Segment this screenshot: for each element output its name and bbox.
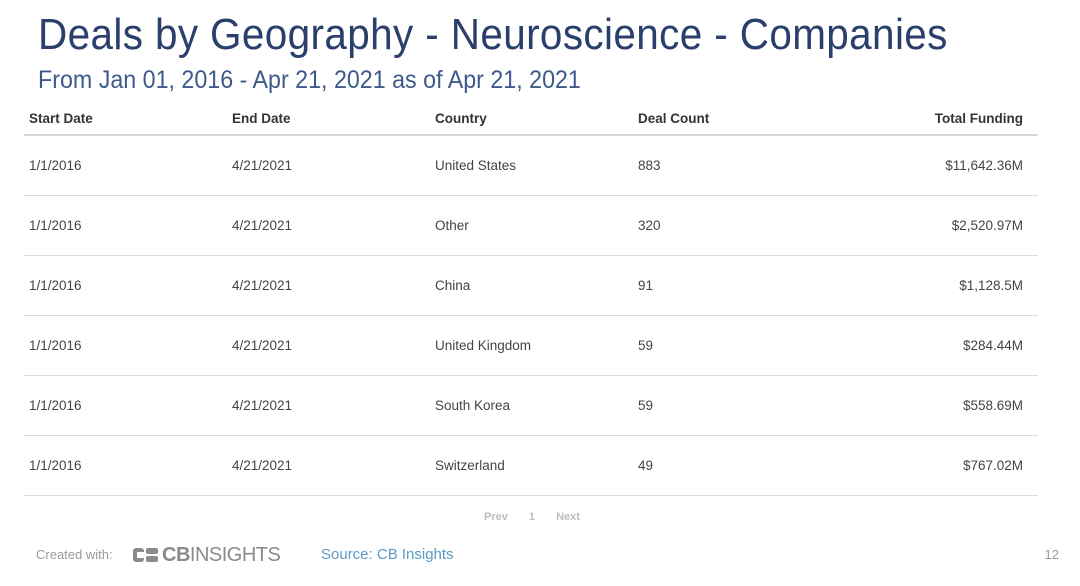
cell-country: Switzerland bbox=[430, 435, 633, 496]
column-header-end-date: End Date bbox=[227, 102, 430, 136]
cell-start-date: 1/1/2016 bbox=[24, 135, 227, 196]
pagination: Prev 1 Next bbox=[484, 511, 598, 523]
cell-end-date: 4/21/2021 bbox=[227, 255, 430, 316]
column-header-total-funding: Total Funding bbox=[836, 102, 1038, 136]
cell-end-date: 4/21/2021 bbox=[227, 315, 430, 376]
cell-end-date: 4/21/2021 bbox=[227, 195, 430, 256]
cell-country: Other bbox=[430, 195, 633, 256]
table-row: 1/1/2016 4/21/2021 South Korea 59 $558.6… bbox=[24, 375, 1038, 436]
cell-country: China bbox=[430, 255, 633, 316]
cell-country: United Kingdom bbox=[430, 315, 633, 376]
page-title: Deals by Geography - Neuroscience - Comp… bbox=[38, 10, 948, 59]
cell-start-date: 1/1/2016 bbox=[24, 315, 227, 376]
cb-insights-logo: CBINSIGHTS bbox=[133, 543, 281, 566]
created-with-label: Created with: bbox=[36, 547, 113, 562]
cell-total-funding: $2,520.97M bbox=[836, 195, 1038, 256]
table-row: 1/1/2016 4/21/2021 China 91 $1,128.5M bbox=[24, 255, 1038, 316]
deals-table: Start Date End Date Country Deal Count T… bbox=[24, 102, 1038, 496]
cell-end-date: 4/21/2021 bbox=[227, 435, 430, 496]
cell-deal-count: 59 bbox=[633, 375, 836, 436]
table-row: 1/1/2016 4/21/2021 Switzerland 49 $767.0… bbox=[24, 435, 1038, 496]
cell-deal-count: 320 bbox=[633, 195, 836, 256]
cell-country: South Korea bbox=[430, 375, 633, 436]
source-link[interactable]: Source: CB Insights bbox=[321, 546, 454, 563]
slide-page-number: 12 bbox=[1044, 547, 1059, 562]
cell-deal-count: 59 bbox=[633, 315, 836, 376]
cell-country: United States bbox=[430, 135, 633, 196]
cell-start-date: 1/1/2016 bbox=[24, 435, 227, 496]
cell-end-date: 4/21/2021 bbox=[227, 135, 430, 196]
cb-insights-logo-icon bbox=[133, 548, 158, 562]
cell-total-funding: $284.44M bbox=[836, 315, 1038, 376]
cell-total-funding: $11,642.36M bbox=[836, 135, 1038, 196]
cell-end-date: 4/21/2021 bbox=[227, 375, 430, 436]
page-subtitle: From Jan 01, 2016 - Apr 21, 2021 as of A… bbox=[38, 66, 581, 94]
cell-total-funding: $558.69M bbox=[836, 375, 1038, 436]
column-header-deal-count: Deal Count bbox=[633, 102, 836, 136]
cell-deal-count: 91 bbox=[633, 255, 836, 316]
current-page-number[interactable]: 1 bbox=[528, 511, 536, 523]
cell-start-date: 1/1/2016 bbox=[24, 255, 227, 316]
table-row: 1/1/2016 4/21/2021 Other 320 $2,520.97M bbox=[24, 195, 1038, 256]
table-header-row: Start Date End Date Country Deal Count T… bbox=[24, 102, 1038, 136]
table-row: 1/1/2016 4/21/2021 United Kingdom 59 $28… bbox=[24, 315, 1038, 376]
cell-deal-count: 883 bbox=[633, 135, 836, 196]
cell-start-date: 1/1/2016 bbox=[24, 375, 227, 436]
cell-total-funding: $1,128.5M bbox=[836, 255, 1038, 316]
column-header-start-date: Start Date bbox=[24, 102, 227, 136]
cell-deal-count: 49 bbox=[633, 435, 836, 496]
cb-insights-logo-text: CBINSIGHTS bbox=[162, 543, 281, 566]
prev-page-button[interactable]: Prev bbox=[484, 511, 508, 523]
table-row: 1/1/2016 4/21/2021 United States 883 $11… bbox=[24, 135, 1038, 196]
cell-start-date: 1/1/2016 bbox=[24, 195, 227, 256]
next-page-button[interactable]: Next bbox=[556, 511, 580, 523]
column-header-country: Country bbox=[430, 102, 633, 136]
cell-total-funding: $767.02M bbox=[836, 435, 1038, 496]
